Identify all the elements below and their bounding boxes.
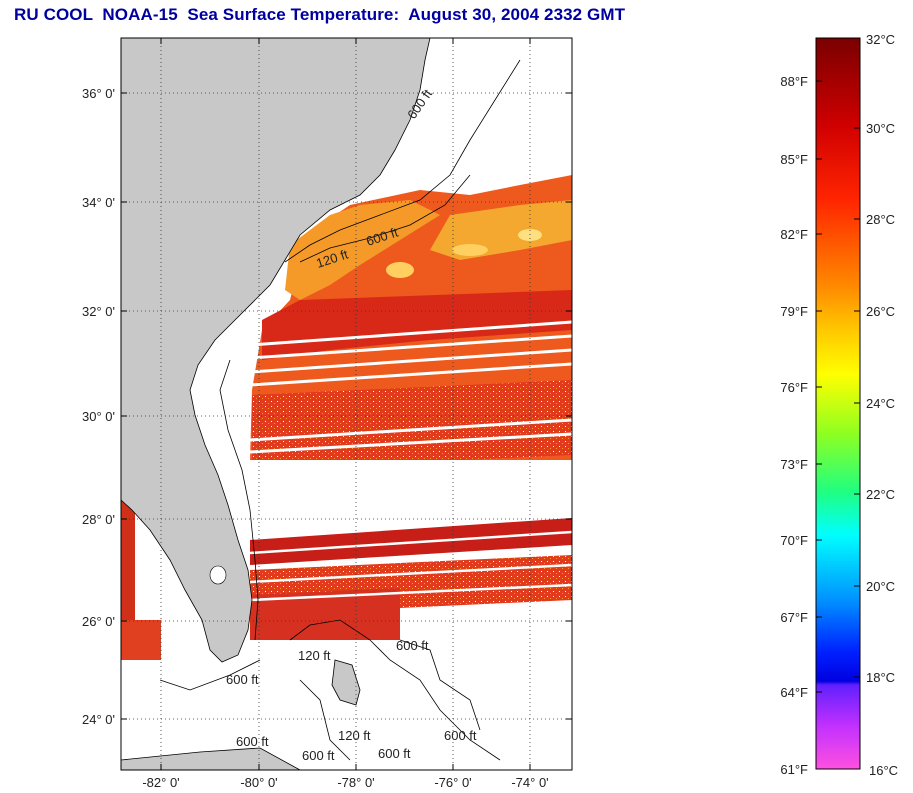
lat-label: 32° 0' xyxy=(82,304,115,319)
colorbar-gradient xyxy=(815,37,861,770)
colorbar-f-label: 76°F xyxy=(780,380,808,395)
land-bahamas xyxy=(331,659,361,706)
colorbar-f-label: 79°F xyxy=(780,304,808,319)
lat-label: 24° 0' xyxy=(82,712,115,727)
colorbar-c-label: 28°C xyxy=(866,212,895,227)
lat-label: 30° 0' xyxy=(82,409,115,424)
colorbar-c-label: 20°C xyxy=(866,579,895,594)
contour-labels: 120 ft 600 ft 120 ft 600 ft 600 ft 120 f… xyxy=(226,86,477,763)
colorbar-c-label: 32°C xyxy=(866,32,895,47)
contour-label: 600 ft xyxy=(236,734,269,749)
contour-label: 120 ft xyxy=(298,648,331,663)
sst-patch xyxy=(452,244,488,256)
colorbar-c-label: 26°C xyxy=(866,304,895,319)
contour-label: 600 ft xyxy=(444,728,477,743)
contour-label: 600 ft xyxy=(302,748,335,763)
sst-shelf-region xyxy=(285,200,440,300)
colorbar-f-label: 88°F xyxy=(780,74,808,89)
lon-label: -82° 0' xyxy=(142,775,179,790)
colorbar-c-label: 30°C xyxy=(866,121,895,136)
map-frame xyxy=(120,37,573,771)
map-area: 120 ft 600 ft 120 ft 600 ft 600 ft 120 f… xyxy=(121,38,572,770)
lon-label: -76° 0' xyxy=(434,775,471,790)
colorbar-f-label: 67°F xyxy=(780,610,808,625)
colorbar-f-label: 85°F xyxy=(780,152,808,167)
contour-label: 120 ft xyxy=(338,728,371,743)
lon-label: -78° 0' xyxy=(337,775,374,790)
cloud-band xyxy=(250,460,572,530)
land-cuba xyxy=(121,747,301,770)
frame-ticks xyxy=(121,38,572,770)
gulf-sst-2 xyxy=(121,620,161,660)
colorbar-c-label: 22°C xyxy=(866,487,895,502)
colorbar-f-label: 64°F xyxy=(780,685,808,700)
cloud-streaks-south xyxy=(249,530,572,602)
colorbar-f-label: 70°F xyxy=(780,533,808,548)
colorbar-c-label: 24°C xyxy=(866,396,895,411)
land-us-southeast xyxy=(121,38,431,663)
colorbar-f-label: 61°F xyxy=(780,762,808,777)
depth-contours xyxy=(159,59,521,761)
colorbar-f-label: 73°F xyxy=(780,457,808,472)
lat-label: 34° 0' xyxy=(82,195,115,210)
lat-label: 26° 0' xyxy=(82,614,115,629)
colorbar-f-label: 82°F xyxy=(780,227,808,242)
contour-label: 600 ft xyxy=(226,672,259,687)
lat-label: 28° 0' xyxy=(82,512,115,527)
lake-okeechobee xyxy=(209,565,227,585)
sst-mid-region xyxy=(252,380,572,470)
colorbar-c-label: 18°C xyxy=(866,670,895,685)
contour-label: 600 ft xyxy=(378,746,411,761)
lon-label: -80° 0' xyxy=(240,775,277,790)
sst-hot-region xyxy=(262,290,572,360)
contour-label: 600 ft xyxy=(396,638,429,653)
page-title: RU COOL NOAA-15 Sea Surface Temperature:… xyxy=(14,5,626,24)
sst-patch xyxy=(386,262,414,278)
colorbar: 88°F 85°F 82°F 79°F 76°F 73°F 70°F 67°F … xyxy=(780,32,898,778)
latitude-labels: 36° 0' 34° 0' 32° 0' 30° 0' 28° 0' 26° 0… xyxy=(82,86,115,727)
colorbar-c-label: 16°C xyxy=(869,763,898,778)
lon-label: -74° 0' xyxy=(511,775,548,790)
cloud-streaks xyxy=(249,320,572,454)
lat-label: 36° 0' xyxy=(82,86,115,101)
sst-south-band-3 xyxy=(250,588,400,640)
longitude-labels: -82° 0' -80° 0' -78° 0' -76° 0' -74° 0' xyxy=(142,775,548,790)
